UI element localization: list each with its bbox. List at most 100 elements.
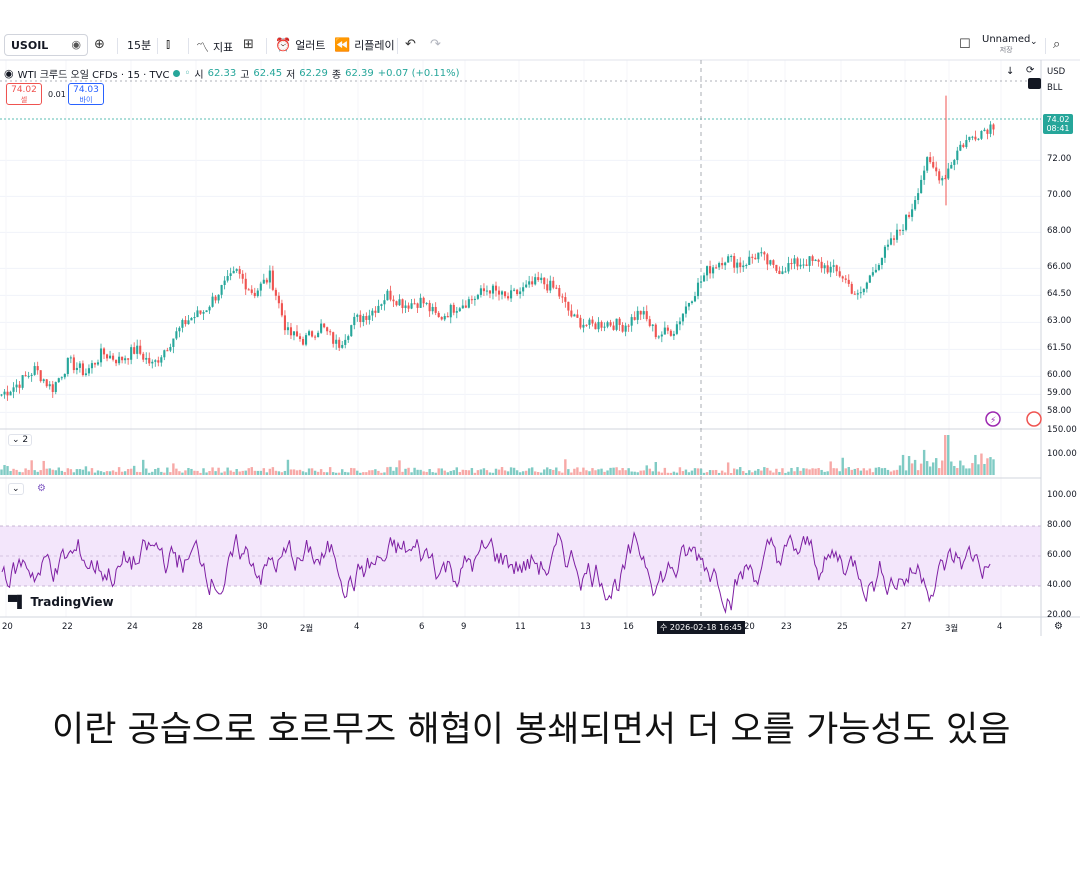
undo-button[interactable]: ↶ — [405, 37, 416, 52]
candle-body — [108, 355, 112, 359]
alerts-button[interactable]: ⏰ 얼러트 — [275, 37, 326, 53]
sell-button[interactable]: 74.02 셀 — [6, 83, 42, 105]
candle-body — [546, 284, 549, 291]
replay-button[interactable]: ⏪ 리플레이 — [334, 37, 395, 53]
rewind-icon: ⏪ — [334, 37, 351, 53]
tradingview-logo[interactable]: ▀▌ TradingView — [8, 595, 114, 609]
candle-body — [730, 256, 733, 258]
search-button[interactable]: ⌕ — [1053, 37, 1060, 52]
grid-icon: ⊞ — [243, 37, 254, 52]
candle-body — [880, 257, 883, 265]
time-axis-label: 24 — [127, 622, 138, 632]
volume-bar — [567, 469, 570, 475]
camera-icon[interactable] — [1028, 78, 1041, 89]
legend-title[interactable]: WTI 크루드 오일 CFDs · 15 · TVC — [17, 70, 170, 81]
candle-body — [482, 288, 485, 292]
candle-body — [323, 323, 326, 328]
candle-body — [232, 270, 235, 274]
volume-bar — [458, 472, 462, 475]
collapse-rsi-button[interactable]: ⌄ — [8, 483, 24, 495]
volume-bar — [555, 467, 558, 475]
volume-bar — [325, 472, 329, 475]
volume-bar — [931, 462, 935, 475]
candle-body — [513, 289, 516, 291]
chart-type-button[interactable]: ⫾ — [166, 37, 170, 52]
volume-bar — [36, 471, 39, 475]
plus-circle-icon: ⊕ — [94, 37, 105, 52]
volume-bar — [630, 471, 633, 475]
redo-button[interactable]: ↷ — [430, 37, 441, 52]
volume-bar — [319, 469, 323, 475]
volume-bar — [814, 468, 817, 475]
layouts-button[interactable]: ⊞ — [243, 37, 254, 52]
candle-body — [929, 157, 932, 163]
volume-bar — [699, 468, 703, 475]
close-value: 62.39 — [345, 68, 374, 79]
volume-bar — [138, 472, 142, 475]
currency-selector[interactable]: USD — [1047, 67, 1066, 77]
interval-button[interactable]: 15분 — [127, 39, 152, 52]
candle-body — [295, 331, 299, 337]
low-label: 저 — [286, 70, 296, 81]
chart-canvas[interactable]: ⚡ — [0, 0, 1080, 640]
volume-bar — [552, 469, 555, 475]
collapse-volume-button[interactable]: ⌄ 2 — [8, 434, 33, 446]
eye-icon[interactable]: ◦ — [184, 68, 191, 79]
volume-bar — [313, 470, 317, 475]
candle-body — [823, 265, 826, 269]
countdown-value: 08:41 — [1046, 124, 1070, 133]
candle-body — [829, 266, 832, 273]
candle-body — [247, 289, 250, 291]
volume-bar — [470, 468, 474, 475]
candle-body — [250, 289, 253, 293]
volume-bar — [283, 470, 287, 475]
candle-body — [901, 229, 905, 231]
volume-bar — [301, 471, 305, 475]
symbol-search-box[interactable]: USOIL ◉ — [4, 34, 88, 56]
indicators-button[interactable]: 〽 지표 — [196, 37, 233, 57]
flag-icon[interactable] — [1026, 411, 1042, 427]
time-axis-label: 16 — [623, 622, 634, 632]
time-axis-label: 23 — [781, 622, 792, 632]
candle-body — [528, 281, 531, 285]
price-axis-label: 60.00 — [1047, 370, 1072, 381]
download-icon[interactable]: ↓ — [1006, 66, 1015, 77]
layout-name-button[interactable]: Unnamed 저장 — [982, 35, 1030, 55]
checkbox-button[interactable]: ☐ — [959, 37, 971, 52]
candle-body — [488, 290, 492, 294]
candle-body — [368, 315, 371, 320]
volume-bar — [235, 469, 238, 475]
crosshair-time-label: 수 2026-02-18 16:45 — [657, 621, 745, 634]
refresh-icon[interactable]: ⟳ — [1026, 65, 1035, 76]
volume-bar — [33, 470, 36, 475]
volume-bar — [913, 459, 917, 475]
layout-dropdown[interactable]: ⌄ — [1030, 37, 1038, 47]
close-label: 종 — [331, 70, 342, 81]
settings-icon[interactable]: ⚙ — [1054, 621, 1063, 632]
unit-selector[interactable]: BLL — [1047, 83, 1063, 93]
volume-bar — [247, 468, 250, 475]
volume-bar — [108, 471, 112, 475]
candle-body — [977, 138, 980, 140]
lightning-icon[interactable] — [985, 411, 1001, 427]
candle-body — [582, 324, 585, 328]
candle-body — [283, 315, 286, 331]
volume-bar — [163, 472, 166, 475]
candle-body — [986, 129, 989, 134]
candle-body — [709, 266, 712, 274]
volume-bar — [310, 468, 314, 475]
buy-button[interactable]: 74.03 바이 — [68, 83, 104, 105]
candle-body — [648, 319, 651, 326]
candle-body — [681, 313, 684, 322]
volume-bar — [841, 457, 844, 475]
volume-bar — [543, 469, 546, 475]
eye-icon[interactable]: ◉ — [71, 38, 81, 51]
candle-body — [510, 290, 513, 299]
candle-body — [503, 291, 507, 297]
volume-bar — [838, 471, 841, 475]
add-symbol-button[interactable]: ⊕ — [94, 37, 105, 52]
volume-bar — [735, 469, 739, 475]
rsi-settings-icon[interactable]: ⚙ — [37, 483, 46, 494]
volume-bar — [446, 472, 449, 475]
candle-body — [705, 266, 709, 276]
